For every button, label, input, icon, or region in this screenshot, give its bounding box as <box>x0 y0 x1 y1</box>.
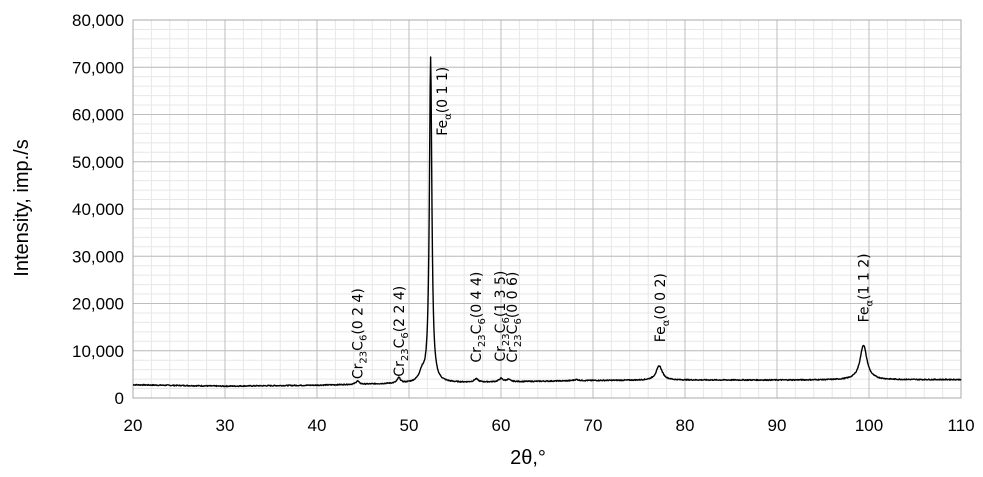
plot-frame <box>132 19 962 399</box>
y-axis-title: Intensity, imp./s <box>11 139 33 276</box>
y-tick-label: 40,000 <box>72 200 124 219</box>
y-tick-label: 70,000 <box>72 58 124 77</box>
peak-annotations: Cr23C6(0 2 4) Cr23C6(2 2 4) Feα(0 1 1) Cr23… <box>351 67 876 379</box>
grid <box>132 19 962 399</box>
x-tick-label: 90 <box>768 416 787 435</box>
y-tick-label: 60,000 <box>72 106 124 125</box>
x-tick-labels: 20 30 40 50 60 70 80 90 100 110 <box>124 416 975 435</box>
x-tick-label: 50 <box>400 416 419 435</box>
y-tick-labels: 0 10,000 20,000 30,000 40,000 50,000 60,000 70,… <box>72 11 124 408</box>
x-tick-label: 60 <box>492 416 511 435</box>
peak-annotation: Feα(1 1 2) <box>857 253 876 322</box>
x-tick-label: 80 <box>676 416 695 435</box>
peak-annotation: Cr23C6(0 2 4) <box>351 288 370 379</box>
y-tick-label: 50,000 <box>72 153 124 172</box>
x-tick-label: 110 <box>947 416 974 435</box>
x-tick-label: 100 <box>855 416 883 435</box>
peak-annotation: Feα(0 1 1) <box>435 67 454 136</box>
y-tick-label: 0 <box>115 389 124 408</box>
peak-annotation: Cr23C6(2 2 4) <box>392 286 411 377</box>
y-tick-label: 80,000 <box>72 11 124 30</box>
x-tick-label: 20 <box>124 416 143 435</box>
y-tick-label: 20,000 <box>72 295 124 314</box>
x-tick-label: 40 <box>308 416 327 435</box>
y-tick-label: 30,000 <box>72 247 124 266</box>
x-tick-label: 30 <box>216 416 235 435</box>
diffraction-curve <box>132 56 962 388</box>
y-tick-label: 10,000 <box>72 342 124 361</box>
peak-annotation: Feα(0 0 2) <box>653 273 672 342</box>
x-axis-title: 2θ,° <box>510 447 546 469</box>
x-tick-label: 70 <box>584 416 603 435</box>
peak-annotation: Cr23C6(0 0 6) <box>505 272 524 363</box>
peak-annotation: Cr23C6(1 3 5) <box>493 271 512 362</box>
peak-annotation: Cr23C6(0 4 4) <box>469 272 488 363</box>
